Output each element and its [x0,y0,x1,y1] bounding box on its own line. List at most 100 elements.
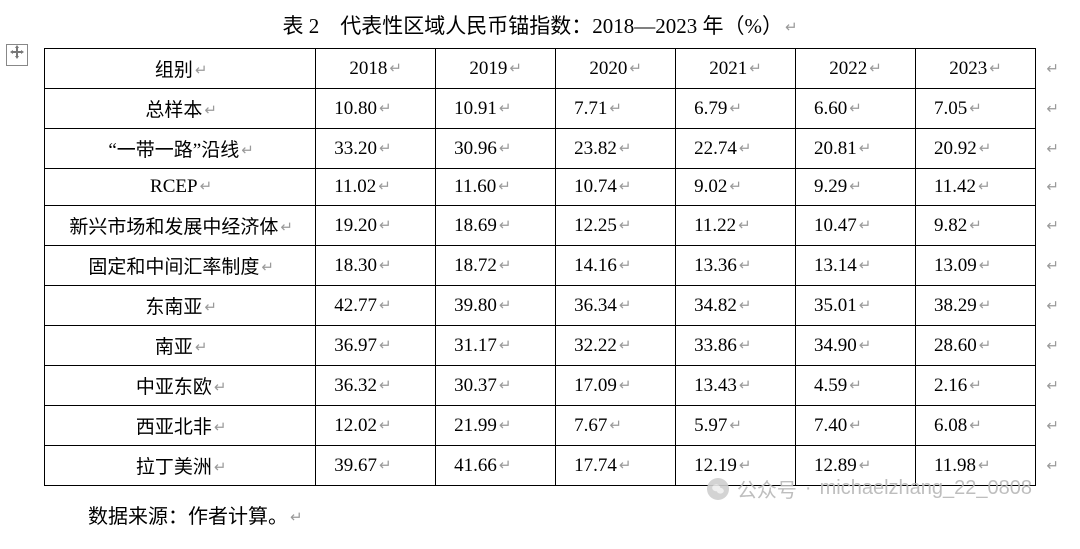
table-header-row: 组别↵2018↵2019↵2020↵2021↵2022↵2023↵↵ [45,49,1036,89]
row-label: “一带一路”沿线↵ [45,129,316,169]
paragraph-mark-icon: ↵ [204,300,217,316]
row-value: 11.42↵↵ [915,169,1035,206]
paragraph-mark-icon: ↵ [859,141,872,157]
row-value: 36.32↵ [316,366,436,406]
paragraph-mark-icon: ↵ [379,218,392,234]
row-value: 28.60↵↵ [915,326,1035,366]
row-label: 中亚东欧↵ [45,366,316,406]
row-value: 9.29↵ [796,169,916,206]
paragraph-mark-icon: ↵ [849,378,862,394]
paragraph-mark-icon: ↵ [609,101,622,117]
row-value: 33.86↵ [676,326,796,366]
row-value: 2.16↵↵ [915,366,1035,406]
paragraph-mark-icon: ↵ [978,458,991,474]
paragraph-mark-icon: ↵ [785,20,798,36]
paragraph-mark-icon: ↵ [214,380,227,396]
row-value: 21.99↵ [436,406,556,446]
row-value: 12.25↵ [556,206,676,246]
paragraph-mark-icon: ↵ [214,460,227,476]
paragraph-mark-icon: ↵ [379,418,392,434]
row-label: 南亚↵ [45,326,316,366]
source-note-text: 数据来源：作者计算。 [88,506,288,528]
paragraph-mark-icon: ↵ [969,218,982,234]
paragraph-mark-icon: ↵ [609,418,622,434]
paragraph-mark-icon: ↵ [379,378,392,394]
paragraph-mark-icon: ↵ [619,458,632,474]
table-caption: 表 2 代表性区域人民币锚指数：2018—2023 年（%）↵ [40,10,1040,40]
row-end-mark-icon: ↵ [1046,416,1059,435]
paragraph-mark-icon: ↵ [378,179,391,195]
row-end-mark-icon: ↵ [1046,178,1059,197]
paragraph-mark-icon: ↵ [498,179,511,195]
row-value: 11.60↵ [436,169,556,206]
row-value: 9.02↵ [676,169,796,206]
table-row: 新兴市场和发展中经济体↵19.20↵18.69↵12.25↵11.22↵10.4… [45,206,1036,246]
row-label: 拉丁美洲↵ [45,446,316,486]
row-value: 32.22↵ [556,326,676,366]
paragraph-mark-icon: ↵ [241,143,254,159]
paragraph-mark-icon: ↵ [739,458,752,474]
row-value: 39.80↵ [436,286,556,326]
row-value: 42.77↵ [316,286,436,326]
paragraph-mark-icon: ↵ [499,258,512,274]
table-move-handle-icon[interactable] [6,44,28,66]
paragraph-mark-icon: ↵ [739,378,752,394]
row-value: 6.08↵↵ [915,406,1035,446]
paragraph-mark-icon: ↵ [869,61,882,77]
paragraph-mark-icon: ↵ [969,101,982,117]
row-value: 36.97↵ [316,326,436,366]
header-year: 2022↵ [796,49,916,89]
paragraph-mark-icon: ↵ [379,258,392,274]
paragraph-mark-icon: ↵ [261,260,274,276]
row-value: 13.14↵ [796,246,916,286]
anchor-index-table: 组别↵2018↵2019↵2020↵2021↵2022↵2023↵↵总样本↵10… [44,48,1036,486]
paragraph-mark-icon: ↵ [379,458,392,474]
paragraph-mark-icon: ↵ [729,101,742,117]
header-year: 2020↵ [556,49,676,89]
row-end-mark-icon: ↵ [1046,456,1059,475]
paragraph-mark-icon: ↵ [978,179,991,195]
paragraph-mark-icon: ↵ [738,218,751,234]
paragraph-mark-icon: ↵ [200,179,213,195]
paragraph-mark-icon: ↵ [499,298,512,314]
paragraph-mark-icon: ↵ [629,61,642,77]
row-value: 4.59↵ [796,366,916,406]
header-group-label: 组别↵ [45,49,316,89]
row-value: 34.90↵ [796,326,916,366]
row-value: 35.01↵ [796,286,916,326]
paragraph-mark-icon: ↵ [195,340,208,356]
row-value: 7.05↵↵ [915,89,1035,129]
paragraph-mark-icon: ↵ [859,338,872,354]
paragraph-mark-icon: ↵ [859,218,872,234]
row-value: 13.36↵ [676,246,796,286]
paragraph-mark-icon: ↵ [739,141,752,157]
row-value: 10.91↵ [436,89,556,129]
row-value: 10.47↵ [796,206,916,246]
paragraph-mark-icon: ↵ [499,101,512,117]
paragraph-mark-icon: ↵ [979,141,992,157]
row-end-mark-icon: ↵ [1046,99,1059,118]
row-value: 18.30↵ [316,246,436,286]
paragraph-mark-icon: ↵ [379,101,392,117]
paragraph-mark-icon: ↵ [499,218,512,234]
paragraph-mark-icon: ↵ [739,298,752,314]
row-value: 6.79↵ [676,89,796,129]
row-value: 10.80↵ [316,89,436,129]
paragraph-mark-icon: ↵ [619,338,632,354]
paragraph-mark-icon: ↵ [619,218,632,234]
table-row: 西亚北非↵12.02↵21.99↵7.67↵5.97↵7.40↵6.08↵↵ [45,406,1036,446]
row-value: 11.98↵↵ [915,446,1035,486]
row-value: 39.67↵ [316,446,436,486]
row-end-mark-icon: ↵ [1046,296,1059,315]
row-end-mark-icon: ↵ [1046,376,1059,395]
paragraph-mark-icon: ↵ [859,298,872,314]
paragraph-mark-icon: ↵ [859,458,872,474]
paragraph-mark-icon: ↵ [979,298,992,314]
paragraph-mark-icon: ↵ [979,338,992,354]
row-end-mark-icon: ↵ [1046,59,1059,78]
paragraph-mark-icon: ↵ [969,378,982,394]
paragraph-mark-icon: ↵ [280,220,293,236]
row-end-mark-icon: ↵ [1046,216,1059,235]
paragraph-mark-icon: ↵ [509,61,522,77]
row-value: 17.74↵ [556,446,676,486]
